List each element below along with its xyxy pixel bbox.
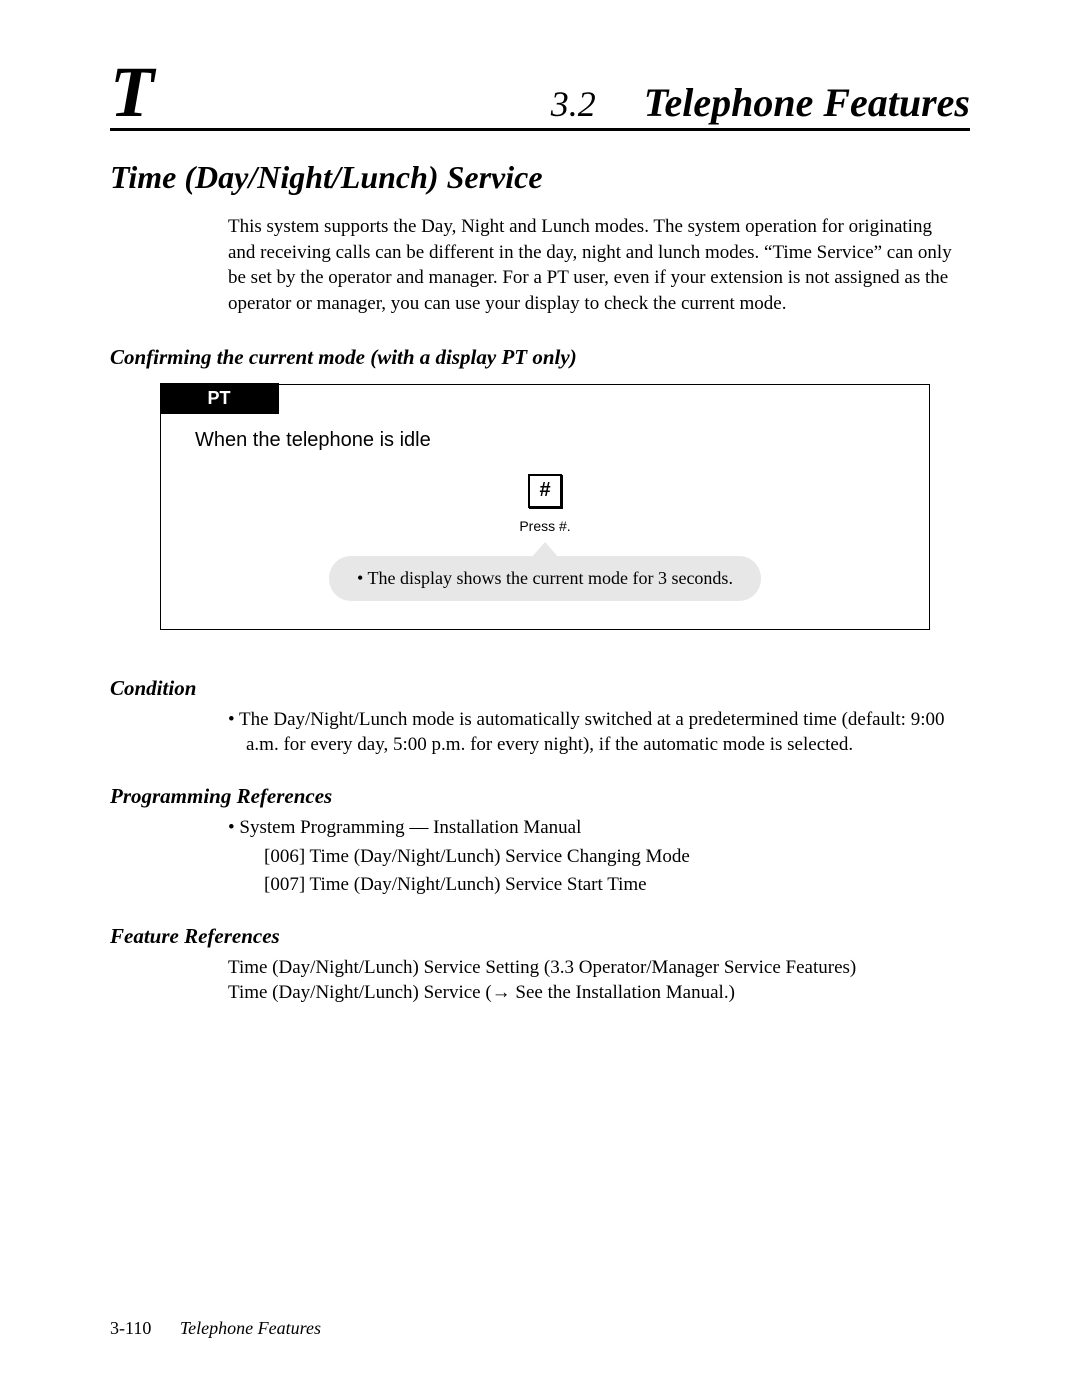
condition-heading: Condition: [110, 676, 970, 701]
key-stack: # Press #.: [189, 474, 901, 534]
header-right: 3.2 Telephone Features: [551, 79, 970, 126]
section-number: 3.2: [551, 83, 596, 125]
page-footer: 3-110 Telephone Features: [110, 1318, 321, 1339]
programming-bullet: • System Programming — Installation Manu…: [228, 815, 970, 841]
page-header: T 3.2 Telephone Features: [110, 60, 970, 131]
feature-ref-line-0: Time (Day/Night/Lunch) Service Setting (…: [228, 955, 970, 981]
programming-line-1: [007] Time (Day/Night/Lunch) Service Sta…: [264, 872, 970, 898]
feature-refs-heading: Feature References: [110, 924, 970, 949]
callout-wrap: • The display shows the current mode for…: [189, 556, 901, 601]
procedure-inner: When the telephone is idle # Press #. • …: [161, 385, 929, 629]
running-title: Telephone Features: [180, 1318, 321, 1338]
procedure-box: PT When the telephone is idle # Press #.…: [160, 384, 930, 630]
pt-tab: PT: [160, 383, 279, 414]
feature-ref-line-1: Time (Day/Night/Lunch) Service (→ See th…: [228, 980, 970, 1006]
page: T 3.2 Telephone Features Time (Day/Night…: [0, 0, 1080, 1397]
intro-paragraph: This system supports the Day, Night and …: [228, 214, 960, 317]
key-caption: Press #.: [519, 518, 570, 534]
index-letter: T: [110, 60, 154, 125]
programming-heading: Programming References: [110, 784, 970, 809]
callout-bubble: • The display shows the current mode for…: [329, 556, 761, 601]
procedure-when-text: When the telephone is idle: [195, 429, 901, 452]
programming-line-0: [006] Time (Day/Night/Lunch) Service Cha…: [264, 844, 970, 870]
feature-title: Time (Day/Night/Lunch) Service: [110, 159, 970, 196]
hash-key-icon: #: [528, 474, 562, 508]
section-title: Telephone Features: [644, 79, 970, 126]
page-number: 3-110: [110, 1318, 151, 1338]
procedure-heading: Confirming the current mode (with a disp…: [110, 345, 970, 370]
condition-bullet: • The Day/Night/Lunch mode is automatica…: [228, 707, 970, 758]
